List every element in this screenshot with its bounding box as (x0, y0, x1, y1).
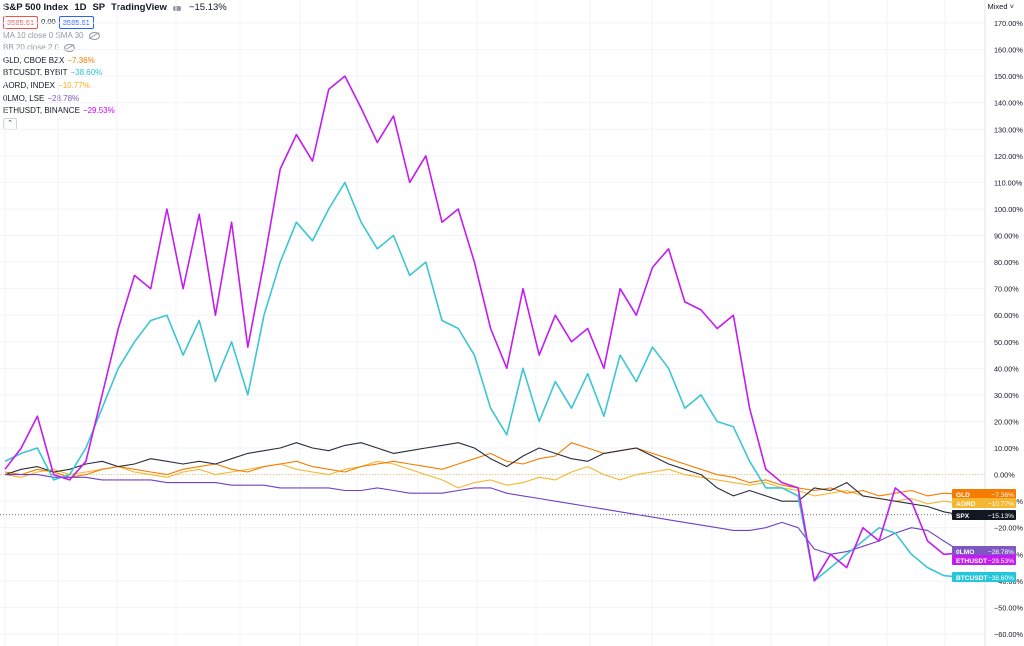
source-label: TradingView (111, 2, 167, 13)
price-tag-gld: GLD −7.36% (952, 489, 1016, 499)
y-tick-label: 70.00% (994, 285, 1019, 294)
price-tag-value: −15.13% (988, 513, 1014, 520)
price-tag-value: −29.53% (988, 558, 1014, 565)
y-tick-label: 160.00% (994, 46, 1023, 55)
price-tag-value: −7.36% (991, 492, 1014, 499)
bid-price-button[interactable]: 3585.61 (3, 15, 39, 29)
compare-value: −28.78% (47, 93, 80, 103)
market-status-icon[interactable] (172, 5, 181, 11)
symbol-name[interactable]: S&P 500 Index (3, 2, 69, 13)
price-tag-btc: BTCUSDT −38.60% (952, 572, 1016, 582)
y-tick-label: 120.00% (994, 152, 1023, 161)
price-tag-value: −28.78% (988, 549, 1014, 556)
ask-price-button[interactable]: 3585.61 (58, 15, 94, 29)
y-tick-label: 90.00% (994, 232, 1019, 241)
y-tick-label: 30.00% (994, 391, 1019, 400)
chevron-down-icon[interactable]: ˅ (1009, 2, 1014, 11)
y-tick-label: 150.00% (994, 72, 1023, 81)
series-line-lmo[interactable] (5, 474, 961, 555)
price-tag-aord: AORD −10.77% (952, 498, 1016, 508)
price-tag-name: SPX (956, 513, 970, 520)
compare-value: −38.60% (70, 68, 103, 78)
compare-value: −29.53% (82, 106, 115, 116)
series-line-gld[interactable] (4, 442, 961, 497)
main-symbol-row[interactable]: S&P 500 Index 1D SP TradingView −15.13% (3, 2, 227, 15)
indicator-ma-label[interactable]: MA 10 close 0 SMA 30 (3, 30, 84, 40)
price-tag-name: AORD (956, 501, 976, 508)
price-tag-value: −38.60% (988, 575, 1014, 582)
price-tag-name: GLD (956, 492, 970, 499)
y-tick-label: 80.00% (994, 258, 1019, 267)
compare-row-aord[interactable]: AORD, INDEX −10.77% (3, 80, 227, 93)
indicator-bb-label[interactable]: BB 20 close 2 0 (3, 43, 60, 53)
y-tick-label: 50.00% (994, 338, 1019, 347)
series-line-btc[interactable] (4, 181, 961, 582)
price-tag-bg (952, 546, 1016, 556)
y-tick-label: −50.00% (994, 603, 1024, 612)
price-tag-bg (952, 498, 1016, 508)
compare-row-gld[interactable]: GLD, CBOE BZX −7.36% (3, 55, 227, 68)
scale-mode-label[interactable]: Mixed (987, 2, 1008, 11)
y-tick-label: 130.00% (994, 125, 1023, 134)
series-line-spx[interactable] (4, 442, 961, 516)
chart-legend: S&P 500 Index 1D SP TradingView −15.13% … (3, 2, 227, 131)
y-tick-label: 0.00% (994, 471, 1015, 480)
series-line-aord[interactable] (4, 460, 961, 505)
y-tick-label: 100.00% (994, 205, 1023, 214)
price-tag-bg (952, 489, 1016, 499)
interval-label[interactable]: 1D (74, 2, 87, 13)
price-tag-name: ETHUSDT (956, 558, 987, 565)
price-tag-value: −10.77% (988, 501, 1014, 508)
compare-row-lmo[interactable]: 0LMO, LSE −28.78% (3, 93, 227, 106)
compare-row-eth[interactable]: ETHUSDT, BINANCE −29.53% (3, 105, 227, 118)
compare-label[interactable]: AORD, INDEX (3, 80, 56, 90)
series-lines (4, 75, 961, 582)
main-change-value: −15.13% (188, 2, 227, 13)
price-tag-spx: SPX −15.13% (952, 510, 1016, 520)
price-tag-bg (952, 555, 1016, 565)
y-tick-label: −20.00% (994, 524, 1024, 533)
series-line-eth[interactable] (4, 75, 961, 582)
compare-label[interactable]: ETHUSDT, BINANCE (3, 106, 80, 116)
compare-row-btc[interactable]: BTCUSDT, BYBIT −38.60% (3, 67, 227, 80)
price-tag-name: 0LMO (956, 549, 974, 556)
y-tick-label: −60.00% (994, 630, 1024, 639)
compare-label[interactable]: 0LMO, LSE (3, 93, 45, 103)
indicator-bb-row[interactable]: BB 20 close 2 0 (3, 42, 227, 55)
y-tick-label: 110.00% (994, 178, 1023, 187)
y-tick-label: 20.00% (994, 417, 1019, 426)
hidden-eye-icon[interactable] (88, 31, 100, 40)
price-tag-name: BTCUSDT (956, 575, 988, 582)
exchange-label: SP (92, 2, 106, 13)
price-tag-lmo: 0LMO −28.78% (952, 546, 1016, 556)
compare-value: −10.77% (58, 80, 90, 90)
y-tick-label: 170.00% (994, 19, 1023, 28)
hidden-eye-icon[interactable] (64, 44, 76, 53)
price-tag-bg (952, 510, 1016, 520)
scale-mode-button[interactable]: Mixed ˅ (988, 2, 1015, 11)
y-tick-label: 140.00% (994, 99, 1023, 108)
price-axis-labels: GLD −7.36% AORD −10.77% SPX −15.13% 0LMO −28.78… (952, 489, 1016, 582)
grid-lines (0, 0, 986, 646)
price-tag-eth: ETHUSDT −29.53% (952, 555, 1016, 565)
price-row: 3585.61 0.00 3585.61 (3, 15, 227, 30)
y-tick-label: 10.00% (994, 444, 1019, 453)
price-tag-bg (952, 572, 1016, 582)
compare-label[interactable]: BTCUSDT, BYBIT (3, 68, 68, 78)
y-tick-label: 40.00% (994, 364, 1019, 373)
y-tick-label: 60.00% (994, 311, 1019, 320)
compare-label[interactable]: GLD, CBOE BZX (3, 55, 65, 65)
compare-value: −7.36% (67, 55, 95, 65)
indicator-ma-row[interactable]: MA 10 close 0 SMA 30 (3, 30, 227, 43)
spread-value: 0.00 (41, 16, 56, 26)
